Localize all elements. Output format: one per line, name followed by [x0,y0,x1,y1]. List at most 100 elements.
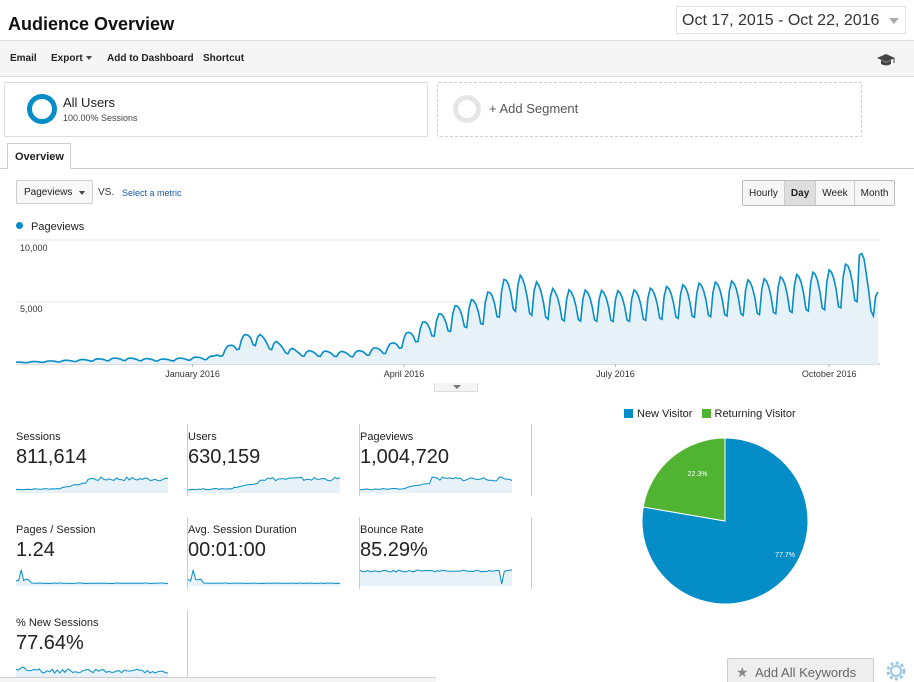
metric-tile[interactable]: Users 630,159 [188,424,360,517]
series-dot [16,222,23,229]
add-all-keywords-button[interactable]: ★ Add All Keywords [727,658,874,682]
pie-legend: New Visitor Returning Visitor [624,408,802,420]
export-button[interactable]: Export [51,53,92,64]
metric-label: Sessions [16,431,61,443]
metric-tile[interactable]: Avg. Session Duration 00:01:00 [188,517,360,610]
metric-value: 00:01:00 [188,539,266,561]
tile-divider [187,517,188,589]
metric-value: 811,614 [16,446,87,468]
date-range-text: Oct 17, 2015 - Oct 22, 2016 [682,12,880,29]
x-tick-label: April 2016 [384,369,425,379]
chart-legend: Pageviews [16,221,84,233]
swatch [624,409,633,418]
legend-new-visitor[interactable]: New Visitor [624,408,692,420]
metric-tile[interactable]: Pageviews 1,004,720 [360,424,532,517]
vs-label: VS. [98,187,115,198]
tile-divider [531,517,532,589]
chevron-down-icon [889,18,899,24]
export-label: Export [51,53,83,64]
segment-all-users[interactable]: All Users 100.00% Sessions [4,82,428,137]
legend-new-visitor-label: New Visitor [637,408,693,420]
email-button[interactable]: Email [10,53,37,64]
week-button[interactable]: Week [815,181,854,205]
sparkline-area [188,570,340,586]
metric-tile[interactable]: Sessions 811,614 [16,424,188,517]
select-metric-link[interactable]: Select a metric [122,188,182,198]
graduation-cap-icon[interactable] [876,53,896,67]
gear-icon[interactable] [884,659,908,682]
legend-returning-visitor[interactable]: Returning Visitor [701,408,796,420]
x-tick-label: January 2016 [165,369,220,379]
day-button[interactable]: Day [783,181,816,205]
sparkline-line [16,569,168,585]
sparkline-line [188,569,340,585]
month-button[interactable]: Month [853,181,895,205]
pageviews-chart[interactable]: 10,000 5,000 January 2016 April 2016 July … [16,236,880,381]
sparkline-area [16,570,168,586]
add-all-keywords-label: Add All Keywords [755,665,857,680]
tile-divider [187,424,188,496]
pageviews-area [16,253,878,364]
metric-sparkline [360,476,512,493]
tile-divider [187,610,188,682]
metric-sparkline [16,569,168,586]
granularity-toggle: Hourly Day Week Month [742,180,896,206]
y-tick-label: 5,000 [20,304,43,314]
x-tick-label: October 2016 [802,369,857,379]
pie-value-label: 22.3% [688,471,708,478]
tile-divider [359,517,360,589]
segment-placeholder-icon [453,95,481,123]
horizontal-scrollbar[interactable] [0,677,436,682]
metric-value: 77.64% [16,632,84,654]
metric-sparkline [188,569,340,586]
visitor-pie-chart[interactable]: 77.7% 22.3% [641,437,809,605]
segment-label: All Users [63,95,116,110]
star-icon: ★ [736,664,749,680]
metric-label: Pageviews [360,431,414,443]
hourly-button[interactable]: Hourly [743,181,784,205]
add-segment-button[interactable]: + Add Segment [437,82,862,137]
sparkline-line [188,476,340,491]
page-title: Audience Overview [8,14,175,34]
add-segment-label: + Add Segment [489,101,579,116]
pie-value-label: 77.7% [775,552,795,559]
metric-sparkline [188,476,340,493]
metric-tile[interactable]: Pages / Session 1.24 [16,517,188,610]
y-tick-label: 10,000 [20,243,48,253]
chart-collapse-handle[interactable] [434,383,478,392]
metric-sparkline [16,666,168,679]
tab-overview[interactable]: Overview [7,143,71,169]
metric-tile[interactable]: Bounce Rate 85.29% [360,517,532,610]
metric-sparkline [16,476,168,493]
metric-label: Pages / Session [16,524,96,536]
metric-label: Users [188,431,217,443]
caret-down-icon [79,191,85,195]
sparkline-line [360,476,512,491]
metric-label: Bounce Rate [360,524,424,536]
pie-slice-returning-visitor[interactable] [642,437,726,522]
tile-divider [359,424,360,496]
metric-value: 1.24 [16,539,55,561]
tab-divider [0,168,914,169]
sparkline-line [16,666,168,674]
sparkline-area [360,570,512,586]
swatch [701,409,711,418]
series-label: Pageviews [31,221,85,233]
metric-value: 1,004,720 [360,446,449,468]
add-to-dashboard-button[interactable]: Add to Dashboard [107,53,194,64]
sparkline-line [16,476,168,491]
pie-slice-new-visitor[interactable] [641,437,809,605]
date-range-picker[interactable]: Oct 17, 2015 - Oct 22, 2016 [676,6,906,34]
metric-sparkline [360,569,512,586]
tile-divider [531,424,532,496]
segment-sessions: 100.00% Sessions [63,113,138,123]
metric-dropdown-value: Pageviews [24,187,73,198]
metric-tile[interactable]: % New Sessions 77.64% [16,610,188,682]
metric-value: 630,159 [188,446,261,468]
shortcut-button[interactable]: Shortcut [203,53,245,64]
x-tick-label: July 2016 [596,369,635,379]
metric-dropdown[interactable]: Pageviews [16,180,93,204]
caret-down-icon [453,385,461,389]
segment-ring-icon [27,94,57,124]
metric-label: % New Sessions [16,617,99,629]
